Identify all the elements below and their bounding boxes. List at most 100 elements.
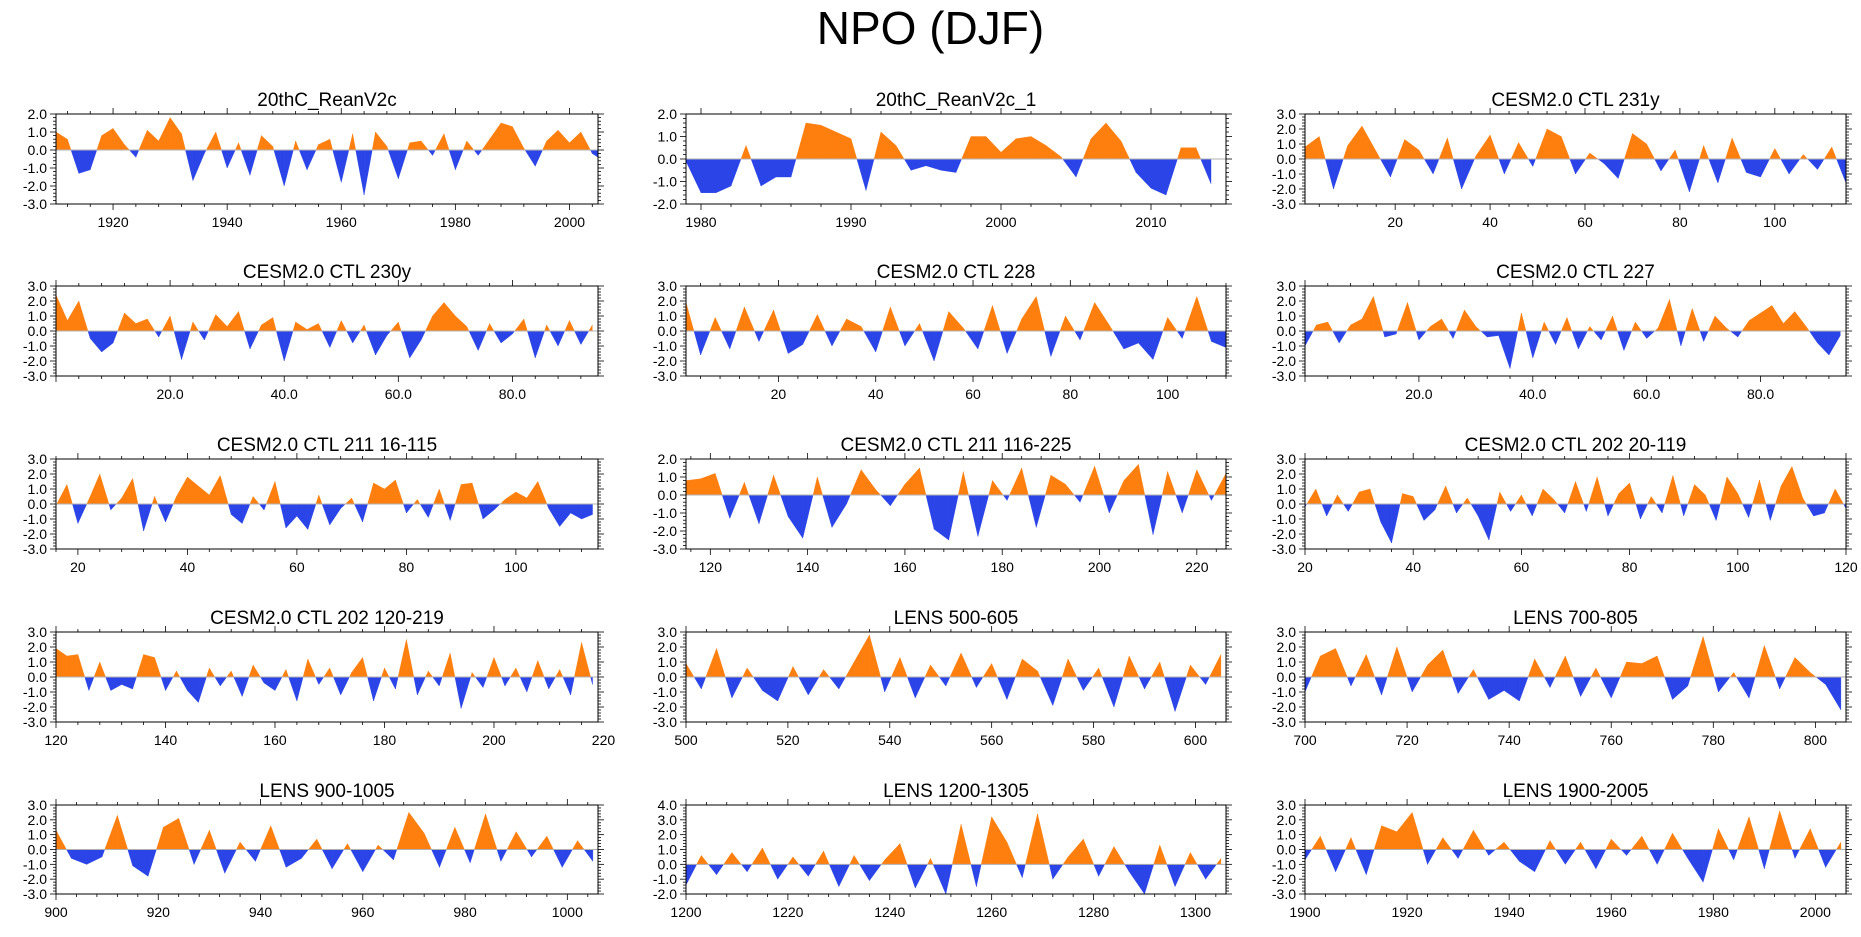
negative-area bbox=[1174, 676, 1187, 712]
positive-area bbox=[481, 138, 490, 151]
negative-area bbox=[802, 330, 810, 345]
negative-area bbox=[693, 676, 702, 690]
positive-area bbox=[514, 318, 525, 332]
negative-area bbox=[1661, 503, 1665, 514]
y-tick-label: 0.0 bbox=[658, 151, 678, 167]
negative-area bbox=[933, 494, 949, 541]
positive-area bbox=[318, 138, 331, 151]
panel-2: CESM2.0 CTL 231y -3.0-2.0-1.00.01.02.03.0… bbox=[1272, 90, 1852, 230]
negative-area bbox=[524, 149, 536, 167]
positive-area bbox=[958, 471, 964, 496]
positive-area bbox=[398, 321, 402, 332]
negative-area bbox=[1123, 330, 1139, 350]
negative-area bbox=[976, 676, 984, 689]
positive-area bbox=[86, 499, 90, 505]
y-tick-label: -3.0 bbox=[653, 541, 677, 557]
positive-area bbox=[1791, 466, 1803, 505]
positive-area bbox=[850, 469, 862, 496]
positive-area bbox=[1718, 828, 1729, 850]
positive-area bbox=[156, 827, 164, 850]
negative-area bbox=[1448, 330, 1454, 340]
positive-area bbox=[1546, 128, 1562, 160]
y-tick-label: 0.0 bbox=[28, 142, 48, 158]
negative-area bbox=[1052, 864, 1064, 880]
y-tick-label: 0.0 bbox=[658, 323, 678, 339]
negative-area bbox=[331, 849, 345, 870]
negative-area bbox=[1129, 864, 1145, 894]
negative-area bbox=[562, 849, 573, 869]
negative-area bbox=[1603, 158, 1619, 180]
positive-area bbox=[1619, 661, 1627, 678]
y-tick-label: 2.0 bbox=[1277, 812, 1297, 828]
negative-area bbox=[363, 149, 373, 196]
negative-area bbox=[1626, 849, 1632, 857]
x-tick-label: 60.0 bbox=[385, 386, 412, 402]
positive-area bbox=[1030, 136, 1047, 160]
negative-area bbox=[1452, 330, 1457, 339]
positive-area bbox=[1315, 488, 1323, 505]
negative-area bbox=[432, 149, 436, 156]
positive-area bbox=[1366, 654, 1376, 678]
positive-area bbox=[1641, 836, 1650, 850]
negative-area bbox=[729, 494, 740, 519]
y-tick-label: -1.0 bbox=[653, 338, 677, 354]
panel-14: LENS 1900-2005 -3.0-2.0-1.00.01.02.03.0 19… bbox=[1272, 781, 1852, 920]
positive-area bbox=[1441, 318, 1450, 332]
y-tick-label: -2.0 bbox=[653, 699, 677, 715]
positive-area bbox=[1455, 309, 1465, 332]
negative-area bbox=[1079, 330, 1084, 341]
positive-area bbox=[1006, 842, 1017, 865]
negative-area bbox=[439, 849, 447, 868]
panel-8: CESM2.0 CTL 202 20-119 -3.0-2.0-1.00.01.0… bbox=[1272, 435, 1858, 575]
positive-area bbox=[869, 634, 881, 678]
positive-area bbox=[1611, 838, 1622, 850]
negative-area bbox=[1532, 330, 1542, 359]
negative-area bbox=[419, 503, 429, 519]
positive-area bbox=[1098, 667, 1103, 678]
panel-title: CESM2.0 CTL 230y bbox=[243, 262, 412, 283]
negative-area bbox=[1532, 503, 1538, 517]
negative-area bbox=[527, 330, 536, 359]
negative-area bbox=[945, 676, 951, 687]
positive-area bbox=[960, 652, 973, 678]
negative-area bbox=[581, 503, 593, 520]
positive-area bbox=[1369, 488, 1376, 505]
negative-area bbox=[1103, 494, 1110, 514]
positive-area bbox=[486, 657, 495, 678]
y-tick-label: 2.0 bbox=[28, 812, 48, 828]
positive-area bbox=[1647, 496, 1652, 505]
positive-area bbox=[1641, 655, 1658, 678]
positive-area bbox=[1347, 125, 1363, 160]
negative-area bbox=[700, 330, 711, 356]
negative-area bbox=[798, 676, 809, 696]
negative-area bbox=[964, 330, 979, 350]
panel-4: CESM2.0 CTL 228 -3.0-2.0-1.00.01.02.03.0 2… bbox=[653, 262, 1232, 402]
positive-area bbox=[817, 314, 826, 332]
negative-area bbox=[1504, 158, 1512, 175]
negative-area bbox=[1422, 849, 1428, 865]
x-tick-label: 40 bbox=[868, 386, 884, 402]
positive-area bbox=[792, 666, 799, 678]
negative-area bbox=[1641, 330, 1647, 340]
negative-area bbox=[1748, 676, 1756, 699]
negative-area bbox=[590, 149, 593, 154]
negative-area bbox=[1101, 676, 1115, 708]
positive-area bbox=[835, 131, 852, 160]
y-tick-label: 3.0 bbox=[28, 797, 48, 813]
positive-area bbox=[1022, 658, 1038, 678]
negative-area bbox=[955, 158, 962, 173]
negative-area bbox=[1461, 158, 1475, 190]
positive-area bbox=[1596, 476, 1605, 505]
positive-area bbox=[336, 320, 342, 332]
negative-area bbox=[340, 676, 350, 696]
positive-area bbox=[787, 856, 794, 865]
plot-frame bbox=[55, 113, 599, 205]
positive-area bbox=[454, 484, 462, 505]
positive-area bbox=[93, 661, 100, 678]
positive-area bbox=[1794, 657, 1811, 678]
x-tick-label: 160 bbox=[263, 732, 287, 748]
negative-area bbox=[1165, 158, 1178, 196]
negative-area bbox=[1205, 864, 1217, 880]
positive-area bbox=[1499, 491, 1507, 505]
positive-area bbox=[1589, 152, 1599, 160]
